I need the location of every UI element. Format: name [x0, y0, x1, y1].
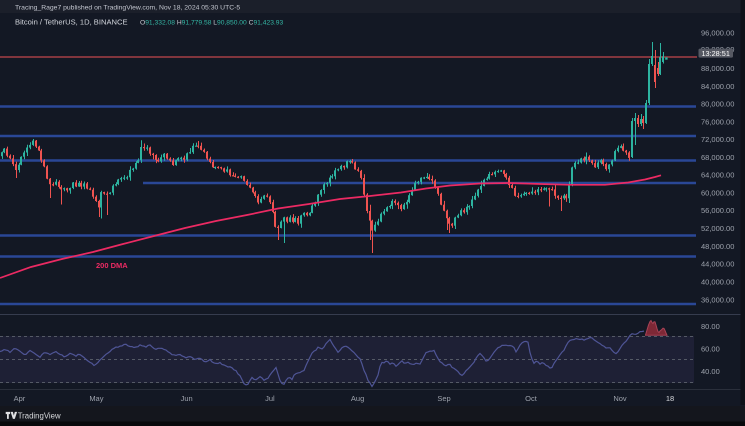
svg-text:Apr: Apr	[14, 394, 26, 403]
svg-text:60.00: 60.00	[701, 345, 720, 354]
svg-text:May: May	[89, 394, 103, 403]
svg-text:13:28:51: 13:28:51	[701, 49, 729, 58]
svg-text:200 DMA: 200 DMA	[96, 261, 128, 270]
svg-text:56,000.00: 56,000.00	[701, 206, 734, 215]
svg-text:64,000.00: 64,000.00	[701, 171, 734, 180]
svg-text:40.00: 40.00	[701, 367, 720, 376]
svg-text:80.00: 80.00	[701, 322, 720, 331]
svg-text:96,000.00: 96,000.00	[701, 29, 734, 38]
svg-text:Aug: Aug	[351, 394, 364, 403]
svg-text:Jul: Jul	[265, 394, 275, 403]
svg-text:36,000.00: 36,000.00	[701, 295, 734, 304]
svg-text:80,000.00: 80,000.00	[701, 100, 734, 109]
svg-text:44,000.00: 44,000.00	[701, 260, 734, 269]
svg-text:52,000.00: 52,000.00	[701, 224, 734, 233]
svg-text:O91,332.08 H91,779.58 L90,850.: O91,332.08 H91,779.58 L90,850.00 C91,423…	[140, 19, 283, 26]
svg-text:Nov: Nov	[613, 394, 627, 403]
svg-text:48,000.00: 48,000.00	[701, 242, 734, 251]
svg-text:Jun: Jun	[181, 394, 193, 403]
svg-text:88,000.00: 88,000.00	[701, 64, 734, 73]
svg-text:Bitcoin / TetherUS, 1D, BINANC: Bitcoin / TetherUS, 1D, BINANCE	[15, 17, 128, 26]
svg-text:72,000.00: 72,000.00	[701, 135, 734, 144]
svg-text:84,000.00: 84,000.00	[701, 82, 734, 91]
svg-text:TradingView: TradingView	[18, 411, 61, 420]
svg-text:18: 18	[666, 394, 674, 403]
svg-text:40,000.00: 40,000.00	[701, 278, 734, 287]
svg-text:Sep: Sep	[437, 394, 450, 403]
svg-text:68,000.00: 68,000.00	[701, 153, 734, 162]
svg-text:Oct: Oct	[525, 394, 538, 403]
svg-text:60,000.00: 60,000.00	[701, 188, 734, 197]
svg-text:76,000.00: 76,000.00	[701, 117, 734, 126]
svg-text:Tracing_Rage7 published on Tra: Tracing_Rage7 published on TradingView.c…	[15, 5, 240, 12]
